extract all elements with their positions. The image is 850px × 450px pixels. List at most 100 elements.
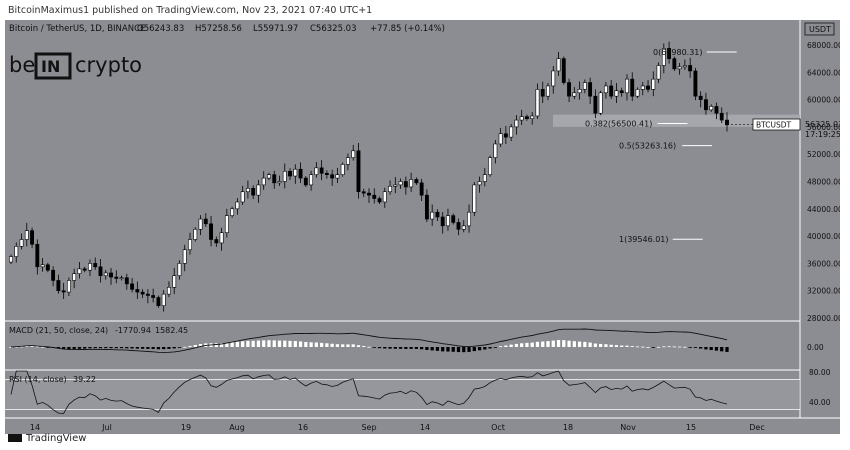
candle-down — [588, 82, 593, 97]
price-chart[interactable]: Bitcoin / TetherUS, 1D, BINANCE O56243.8… — [5, 20, 840, 434]
tradingview-logo-icon — [8, 434, 22, 442]
candle-down — [303, 177, 308, 186]
macd-bar — [688, 347, 692, 348]
time-tick-label: 15 — [686, 423, 696, 432]
candle-up — [409, 179, 414, 188]
macd-value-1: -1770.94 — [115, 326, 151, 335]
candle-down — [704, 99, 708, 111]
macd-bar — [109, 347, 113, 349]
candle-up — [656, 65, 661, 80]
macd-bar — [251, 340, 255, 347]
macd-bar — [88, 347, 92, 349]
macd-bar — [699, 347, 703, 349]
candle-up — [635, 89, 640, 97]
macd-bar — [293, 341, 297, 347]
macd-bar — [488, 347, 492, 349]
candle-up — [161, 293, 166, 307]
rsi-tick-label: 40.00 — [809, 398, 831, 407]
macd-bar — [672, 346, 676, 348]
candle-down — [124, 277, 129, 285]
time-tick-label: 19 — [181, 423, 191, 432]
logo-in: IN — [41, 57, 60, 76]
macd-bar — [441, 347, 445, 352]
macd-bar — [514, 343, 519, 347]
price-tick-label: 52000.00 — [807, 150, 840, 159]
candle-up — [472, 184, 477, 213]
ohlc-high: H57258.56 — [195, 24, 242, 34]
macd-bar — [62, 347, 66, 349]
ohlc-change: +77.85 (+0.14%) — [370, 24, 445, 34]
rsi-value: 39.22 — [73, 375, 96, 384]
ohlc-open: O56243.83 — [137, 24, 184, 34]
candle-down — [98, 266, 103, 276]
candle-down — [561, 58, 566, 83]
macd-bar — [77, 347, 82, 349]
price-layer: 0(66980.31) 0.382(56500.41) 0.5(53263.16) 1… — [9, 41, 800, 312]
candle-down — [135, 289, 140, 293]
candle-down — [672, 58, 677, 70]
macd-bar — [725, 347, 729, 352]
macd-bar — [425, 347, 429, 350]
chart-area[interactable]: Bitcoin / TetherUS, 1D, BINANCE O56243.8… — [5, 20, 840, 434]
macd-bar — [630, 346, 634, 347]
macd-bar — [435, 347, 440, 351]
candle-up — [188, 239, 192, 251]
time-tick-label: Aug — [229, 423, 245, 432]
macd-bar — [288, 340, 292, 347]
candle-down — [414, 179, 419, 184]
macd-bar — [525, 342, 529, 347]
tradingview-footer[interactable]: TradingView — [8, 433, 86, 444]
macd-bar — [319, 342, 324, 347]
macd-bar — [367, 346, 371, 348]
candle-up — [282, 170, 287, 182]
price-tick-label: 40000.00 — [807, 232, 840, 241]
macd-bar — [67, 347, 71, 349]
macd-bar — [246, 340, 250, 347]
macd-bar — [420, 347, 424, 350]
macd-bar — [446, 347, 450, 352]
macd-bar — [714, 347, 719, 351]
macd-bar — [130, 347, 134, 349]
macd-bar — [646, 346, 650, 348]
candle-down — [719, 112, 724, 121]
candle-down — [688, 65, 693, 72]
candle-up — [709, 106, 714, 111]
macd-bar — [388, 347, 392, 349]
candle-down — [209, 223, 213, 240]
macd-bar — [98, 347, 103, 349]
candle-up — [177, 263, 182, 276]
candle-up — [346, 157, 350, 165]
macd-bar — [198, 344, 203, 347]
macd-bar — [509, 344, 513, 347]
macd-bar — [551, 340, 555, 347]
candle-up — [172, 275, 177, 288]
candle-down — [646, 85, 650, 90]
macd-bar — [567, 340, 571, 347]
candle-down — [130, 283, 135, 290]
candle-down — [367, 192, 371, 196]
macd-bar — [135, 347, 139, 349]
candle-up — [219, 232, 224, 244]
price-tick-label: 36000.00 — [807, 259, 840, 268]
candle-down — [440, 216, 445, 227]
rsi-tick-label: 80.00 — [809, 368, 831, 377]
candle-down — [403, 181, 408, 188]
macd-bar — [451, 347, 455, 352]
price-tick-label: 68000.00 — [807, 41, 840, 50]
macd-bar — [214, 343, 218, 347]
macd-bar — [177, 347, 182, 348]
macd-bar — [472, 347, 476, 352]
macd-bar — [393, 347, 397, 349]
macd-bar — [277, 340, 282, 347]
candle-up — [182, 249, 187, 264]
candle-up — [393, 184, 398, 187]
macd-bar — [25, 346, 29, 347]
candle-up — [340, 164, 345, 175]
price-tick-label: 64000.00 — [807, 68, 840, 77]
price-tick-label: 56000.00 — [807, 123, 840, 132]
macd-bar — [35, 346, 39, 348]
macd-bar — [409, 347, 413, 349]
macd-bar — [577, 341, 582, 347]
symbol-tag — [752, 118, 801, 131]
macd-bar — [167, 347, 171, 349]
